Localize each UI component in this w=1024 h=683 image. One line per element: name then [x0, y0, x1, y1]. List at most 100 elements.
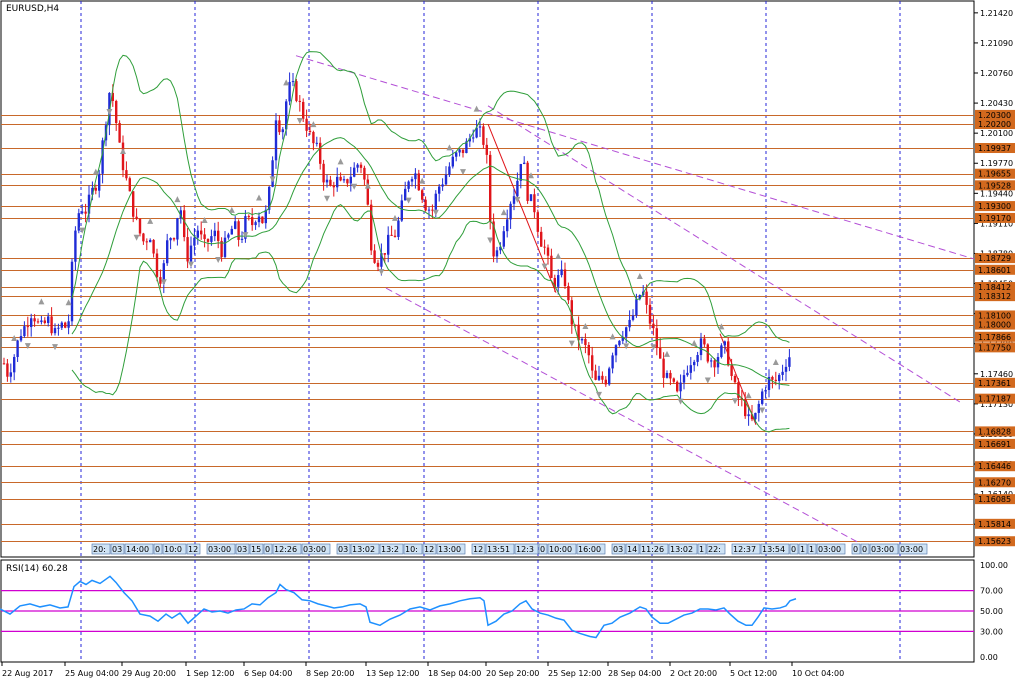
fractal-up-arrow — [65, 299, 72, 306]
candle-body — [659, 347, 662, 359]
fractal-down-arrow — [732, 398, 738, 405]
candle-body — [81, 211, 84, 214]
candle-body — [608, 368, 611, 385]
candle-body — [788, 357, 791, 367]
candle-body — [730, 365, 733, 376]
candle-body — [278, 120, 281, 133]
fractal-down-arrow — [188, 261, 194, 268]
candle-body — [417, 173, 420, 191]
candle-body — [64, 322, 67, 328]
event-marker-label: 13:51 — [487, 545, 510, 554]
fractal-down-arrow — [759, 407, 766, 414]
event-marker-label: 13:02 — [670, 545, 693, 554]
event-marker — [422, 543, 437, 555]
trend-line-middle — [487, 105, 961, 403]
event-marker — [668, 543, 698, 555]
event-marker-label: 12 — [473, 545, 483, 554]
event-marker — [547, 543, 577, 555]
level-tag — [975, 342, 1015, 353]
candle-body — [441, 184, 444, 187]
event-marker-label: 14 — [627, 545, 637, 554]
candle-body — [305, 118, 308, 131]
price-tick-label: 1.19440 — [980, 189, 1013, 198]
event-marker — [471, 543, 486, 555]
candle-body — [727, 341, 730, 366]
candle-body — [138, 218, 142, 234]
candle-body — [584, 339, 587, 345]
level-tag-label: 1.19655 — [978, 170, 1011, 179]
level-tag — [975, 438, 1015, 449]
candle-body — [502, 231, 505, 247]
event-marker-label: 11:26 — [641, 545, 664, 554]
level-tag-label: 1.16691 — [978, 440, 1011, 449]
candle-body — [444, 174, 448, 185]
time-tick-label: 20 Sep 20:00 — [486, 669, 539, 678]
candle-body — [781, 371, 784, 375]
level-tag — [975, 168, 1015, 179]
event-marker-label: 03 — [613, 545, 623, 554]
candle-body — [288, 81, 291, 102]
event-marker-label: 15 — [251, 545, 261, 554]
candle-body — [387, 234, 390, 255]
candle-body — [482, 126, 485, 145]
candle-body — [754, 412, 757, 420]
candle-body — [91, 187, 94, 195]
candle-body — [628, 319, 631, 328]
candle-body — [189, 245, 193, 262]
candle-body — [254, 222, 257, 226]
candle-body — [312, 131, 315, 144]
candle-body — [329, 179, 332, 186]
candle-body — [451, 156, 454, 167]
fractal-down-arrow — [79, 227, 86, 234]
candle-body — [434, 193, 437, 210]
event-marker-label: 10: — [405, 545, 418, 554]
level-tag — [975, 291, 1015, 302]
candle-body — [424, 199, 427, 211]
candle-body — [98, 173, 101, 191]
candle-body — [128, 178, 131, 192]
candle-body — [203, 234, 206, 240]
candle-body — [421, 190, 424, 200]
candle-body — [74, 230, 77, 262]
candle-body — [149, 239, 152, 243]
candle-body — [563, 269, 567, 287]
candle-body — [393, 235, 397, 237]
candle-body — [308, 130, 312, 132]
event-marker — [186, 543, 201, 555]
candle-body — [665, 372, 669, 378]
time-tick-label: 6 Sep 04:00 — [244, 669, 292, 678]
candle-body — [213, 230, 216, 237]
event-marker-label: 12:26 — [274, 545, 297, 554]
level-tag — [975, 393, 1015, 404]
candle-body — [244, 216, 247, 239]
candle-body — [251, 217, 254, 226]
level-tag-label: 1.19528 — [978, 181, 1011, 190]
candle-body — [553, 277, 556, 287]
level-tag-label: 1.17187 — [978, 395, 1011, 404]
candle-body — [176, 218, 179, 240]
event-marker — [263, 543, 273, 555]
fractal-down-arrow — [296, 117, 303, 124]
candle-body — [23, 326, 26, 337]
level-tag — [975, 119, 1015, 130]
level-tag — [975, 518, 1015, 529]
event-marker-label: 20: — [93, 545, 106, 554]
fractal-up-arrow — [691, 339, 698, 346]
candle-body — [686, 372, 689, 376]
level-tag — [975, 310, 1015, 321]
candle-body — [84, 211, 87, 214]
candle-body — [676, 381, 679, 392]
candle-body — [737, 382, 740, 398]
candle-body — [67, 321, 70, 328]
event-marker — [639, 543, 669, 555]
fractal-down-arrow — [133, 234, 140, 241]
candle-body — [455, 152, 458, 157]
candle-body — [601, 375, 604, 380]
time-tick-label: 18 Sep 04:00 — [428, 669, 481, 678]
event-marker — [336, 543, 351, 555]
candle-body — [210, 236, 213, 242]
event-marker — [731, 543, 761, 555]
candle-body — [410, 179, 414, 182]
fractal-up-arrow — [38, 298, 45, 305]
